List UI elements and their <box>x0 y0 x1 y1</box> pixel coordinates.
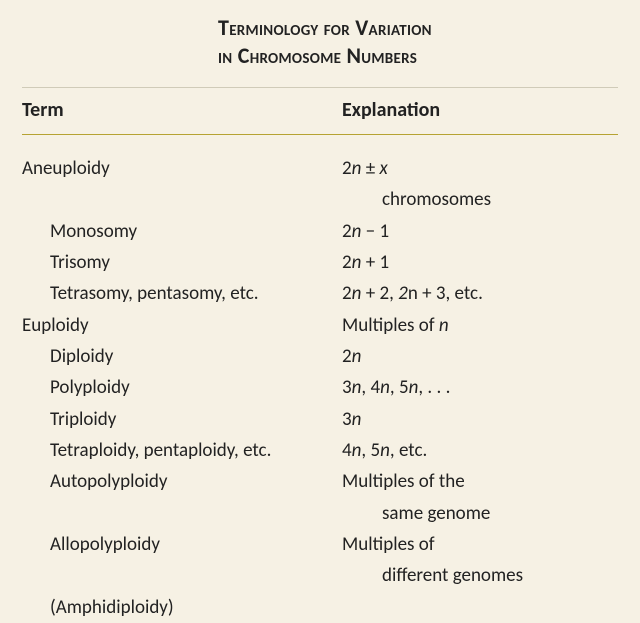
term-cell: (Amphidiploidy) <box>22 592 342 623</box>
title-line-1: Terminology for Variation <box>218 14 432 41</box>
term-cell: Triploidy <box>22 404 342 435</box>
explanation-cell: 2n + 1 <box>342 247 618 278</box>
term-cell: Trisomy <box>22 247 342 278</box>
table-row: EuploidyMultiples of n <box>22 310 618 341</box>
column-header-term: Term <box>22 98 342 122</box>
table-row: AllopolyploidyMultiples ofdifferent geno… <box>22 529 618 592</box>
explanation-cell: Multiples of thesame genome <box>342 466 618 529</box>
explanation-cell: 2n ± xchromosomes <box>342 153 618 216</box>
table-row: Tetrasomy, pentasomy, etc.2n + 2, 2n + 3… <box>22 278 618 309</box>
table-row: AutopolyploidyMultiples of thesame genom… <box>22 466 618 529</box>
table-row: Tetraploidy, pentaploidy, etc.4n, 5n, et… <box>22 435 618 466</box>
term-cell: Diploidy <box>22 341 342 372</box>
table-row: (Amphidiploidy) <box>22 592 618 623</box>
explanation-cell: Multiples ofdifferent genomes <box>342 529 618 592</box>
explanation-cell: Multiples of n <box>342 310 618 341</box>
term-cell: Tetraploidy, pentaploidy, etc. <box>22 435 342 466</box>
explanation-hang: chromosomes <box>342 184 618 215</box>
term-cell: Euploidy <box>22 310 342 341</box>
explanation-cell: 2n − 1 <box>342 216 618 247</box>
explanation-cell: 2n <box>342 341 618 372</box>
term-cell: Polyploidy <box>22 372 342 403</box>
term-cell: Autopolyploidy <box>22 466 342 497</box>
explanation-cell: 3n <box>342 404 618 435</box>
explanation-hang: same genome <box>342 498 618 529</box>
explanation-hang: different genomes <box>342 560 618 591</box>
term-cell: Aneuploidy <box>22 153 342 184</box>
table-body: Aneuploidy2n ± xchromosomesMonosomy2n − … <box>22 135 618 623</box>
page-title: Terminology for Variation in Chromosome … <box>22 0 618 69</box>
table-row: Triploidy3n <box>22 404 618 435</box>
table-row: Diploidy2n <box>22 341 618 372</box>
table-row: Trisomy2n + 1 <box>22 247 618 278</box>
term-cell: Tetrasomy, pentasomy, etc. <box>22 278 342 309</box>
table-header-row: Term Explanation <box>22 87 618 135</box>
term-cell: Monosomy <box>22 216 342 247</box>
column-header-explanation: Explanation <box>342 98 618 122</box>
table-row: Aneuploidy2n ± xchromosomes <box>22 153 618 216</box>
table-row: Polyploidy3n, 4n, 5n, . . . <box>22 372 618 403</box>
explanation-cell: 3n, 4n, 5n, . . . <box>342 372 618 403</box>
table-row: Monosomy2n − 1 <box>22 216 618 247</box>
explanation-cell: 4n, 5n, etc. <box>342 435 618 466</box>
title-line-2: in Chromosome Numbers <box>218 42 417 69</box>
term-cell: Allopolyploidy <box>22 529 342 560</box>
explanation-cell: 2n + 2, 2n + 3, etc. <box>342 278 618 309</box>
